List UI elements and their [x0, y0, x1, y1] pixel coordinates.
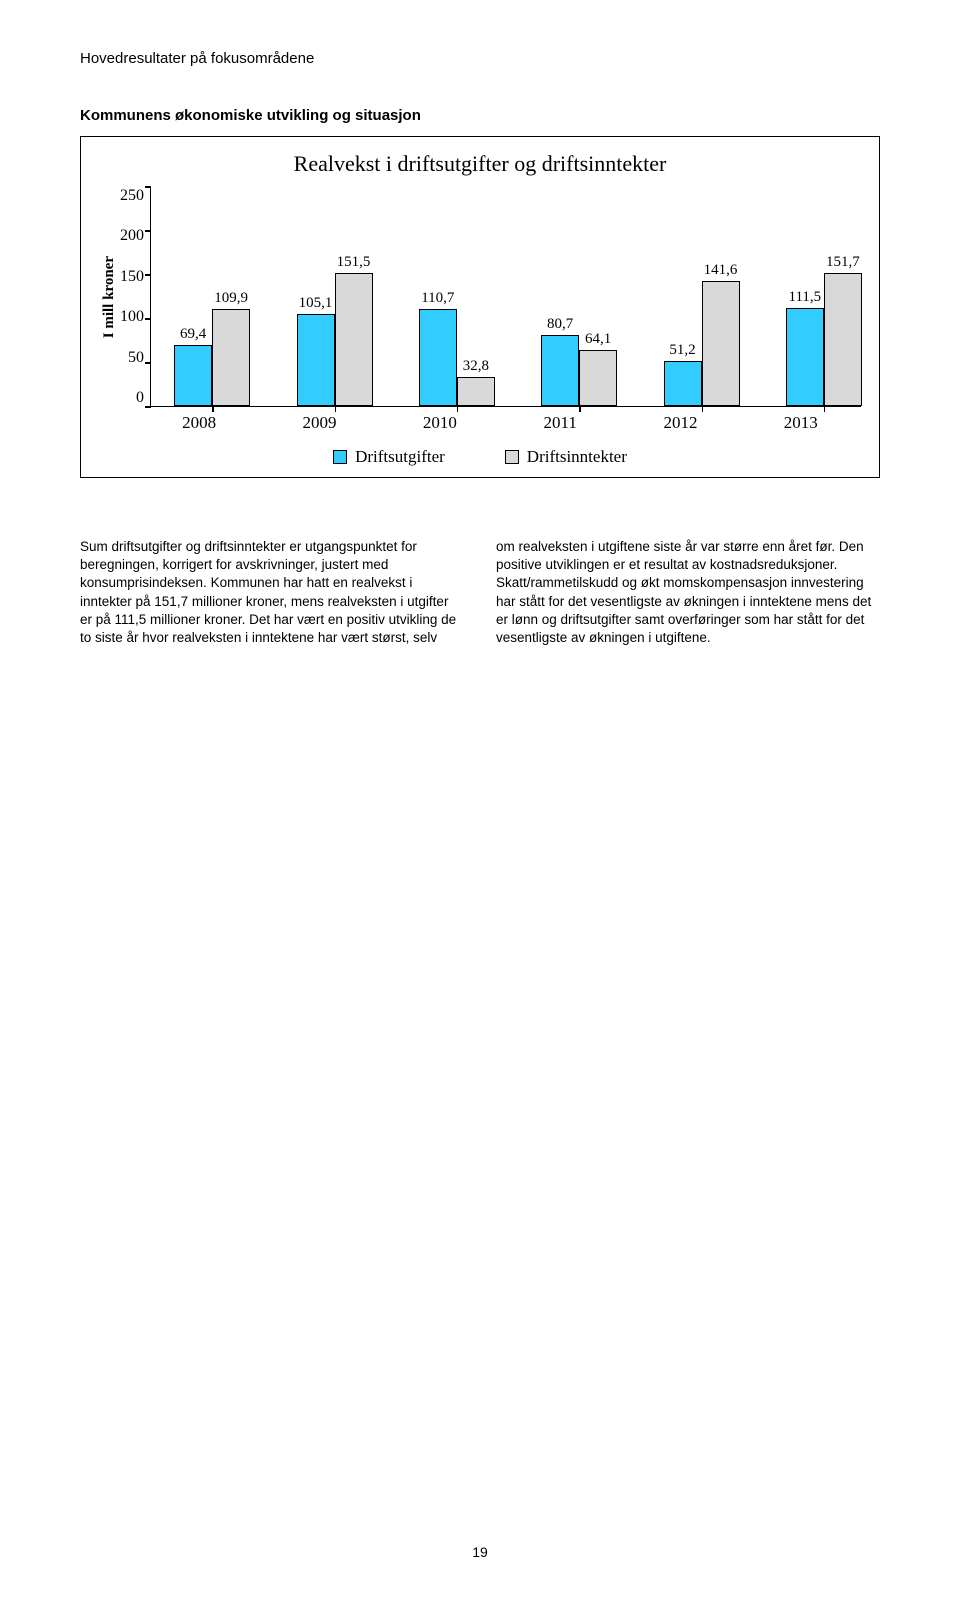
chart-legend-label: Driftsinntekter [527, 447, 627, 467]
chart-x-category: 2011 [500, 413, 620, 433]
chart-bar [664, 361, 702, 406]
chart-y-tick-label: 150 [120, 268, 144, 286]
running-head: Hovedresultater på fokusområdene [80, 50, 880, 67]
chart-y-tick [145, 406, 151, 408]
chart-bar [174, 345, 212, 406]
chart-y-tick [145, 274, 151, 276]
page-number: 19 [0, 1544, 960, 1560]
chart-x-tick [212, 406, 214, 412]
chart-x-tick [457, 406, 459, 412]
chart-bar-label: 151,7 [826, 254, 860, 271]
chart-bar [786, 308, 824, 406]
chart-bar [212, 309, 250, 406]
chart-x-axis: 200820092010201120122013 [139, 413, 861, 433]
chart-y-axis-label: I mill kroner [99, 256, 120, 338]
chart-bar-label: 110,7 [421, 290, 454, 307]
chart-bar-label: 109,9 [214, 290, 248, 307]
chart-y-tick-label: 0 [136, 389, 144, 407]
chart-bar-label: 51,2 [669, 342, 695, 359]
chart-bar [824, 273, 862, 406]
chart-bar [702, 281, 740, 406]
chart-bar [419, 309, 457, 406]
chart-bar-label: 151,5 [337, 254, 371, 271]
chart-bar [579, 350, 617, 406]
chart-y-tick-label: 100 [120, 308, 144, 326]
chart-title: Realvekst i driftsutgifter og driftsinnt… [99, 151, 861, 177]
page: Hovedresultater på fokusområdene Kommune… [0, 0, 960, 1600]
chart-y-tick [145, 186, 151, 188]
chart-x-category: 2012 [620, 413, 740, 433]
chart-bar-label: 80,7 [547, 316, 573, 333]
section-title: Kommunens økonomiske utvikling og situas… [80, 107, 880, 124]
chart-bar [541, 335, 579, 406]
chart-y-tick [145, 230, 151, 232]
chart-bar-label: 69,4 [180, 326, 206, 343]
chart-legend-label: Driftsutgifter [355, 447, 445, 467]
chart-bar-label: 64,1 [585, 331, 611, 348]
chart-x-tick [335, 406, 337, 412]
chart-plot-area: 69,4 109,9 105,1 151,5 110,7 32,8 80,7 64,1 51,2… [150, 187, 861, 407]
chart-legend-swatch [505, 450, 519, 464]
chart-x-category: 2013 [741, 413, 861, 433]
chart-legend: Driftsutgifter Driftsinntekter [99, 447, 861, 467]
chart-y-tick-label: 250 [120, 187, 144, 205]
chart-x-tick [702, 406, 704, 412]
chart-x-category: 2008 [139, 413, 259, 433]
chart-container: Realvekst i driftsutgifter og driftsinnt… [80, 136, 880, 478]
chart-x-category: 2010 [380, 413, 500, 433]
chart-legend-item: Driftsutgifter [333, 447, 445, 467]
chart-bar-label: 105,1 [299, 295, 333, 312]
chart-bar-label: 111,5 [789, 289, 822, 306]
chart-bar-label: 141,6 [704, 262, 738, 279]
chart-legend-item: Driftsinntekter [505, 447, 627, 467]
chart-y-tick [145, 362, 151, 364]
chart-bar [297, 314, 335, 406]
chart-y-tick-label: 200 [120, 227, 144, 245]
chart-x-tick [579, 406, 581, 412]
chart-plot-wrap: I mill kroner 250 200 150 100 50 0 69,4 109,9 1… [99, 187, 861, 407]
body-column-left: Sum driftsutgifter og driftsinntekter er… [80, 538, 464, 647]
body-columns: Sum driftsutgifter og driftsinntekter er… [80, 538, 880, 647]
chart-y-tick-label: 50 [128, 349, 144, 367]
chart-bar [457, 377, 495, 406]
chart-y-tick [145, 318, 151, 320]
chart-bar-label: 32,8 [463, 358, 489, 375]
body-column-right: om realveksten i utgiftene siste år var … [496, 538, 880, 647]
chart-x-tick [824, 406, 826, 412]
chart-bar [335, 273, 373, 406]
chart-x-category: 2009 [259, 413, 379, 433]
chart-legend-swatch [333, 450, 347, 464]
chart-y-axis: 250 200 150 100 50 0 [120, 187, 150, 407]
